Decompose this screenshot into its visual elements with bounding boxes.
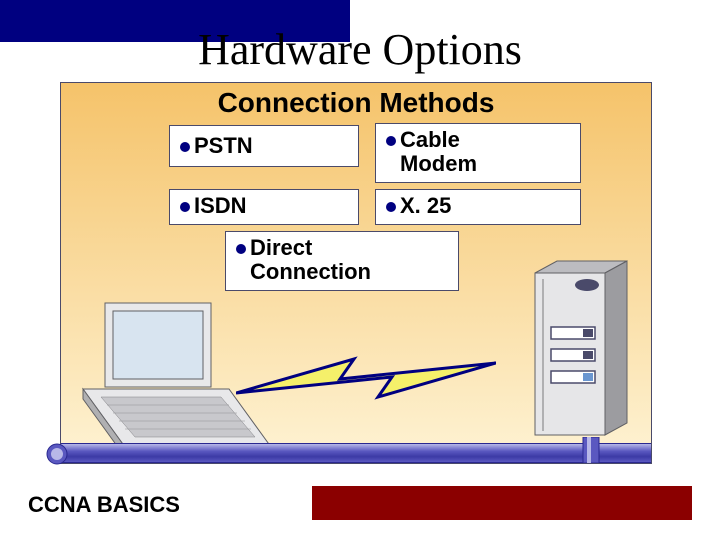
method-label-line1: Cable (400, 128, 460, 152)
method-label-line1: Direct (250, 236, 312, 260)
method-label-line2: Modem (386, 152, 570, 176)
method-label-line2: Connection (236, 260, 448, 284)
method-pstn: PSTN (169, 125, 359, 167)
cable-band (61, 443, 651, 463)
footer-label: CCNA BASICS (28, 492, 180, 518)
bullet-icon (386, 136, 396, 146)
cable-vertical-icon (581, 437, 601, 463)
bullet-icon (236, 244, 246, 254)
server-tower-icon (527, 255, 637, 445)
method-label: PSTN (194, 126, 253, 166)
cable-cap-icon (43, 443, 71, 465)
method-label: ISDN (194, 194, 247, 218)
bullet-icon (180, 142, 190, 152)
bullet-icon (386, 202, 396, 212)
page-title: Hardware Options (0, 24, 720, 75)
method-x25: X. 25 (375, 189, 581, 225)
bullet-icon (180, 202, 190, 212)
lightning-bolt-icon (236, 333, 496, 423)
method-label: X. 25 (400, 194, 451, 218)
slide: Hardware Options Connection Methods PSTN… (0, 0, 720, 540)
content-panel: Connection Methods PSTN Cable Modem ISDN… (60, 82, 652, 464)
method-isdn: ISDN (169, 189, 359, 225)
panel-subtitle: Connection Methods (61, 87, 651, 119)
method-direct-connection: Direct Connection (225, 231, 459, 291)
footer-bar (312, 486, 692, 520)
method-cable-modem: Cable Modem (375, 123, 581, 183)
